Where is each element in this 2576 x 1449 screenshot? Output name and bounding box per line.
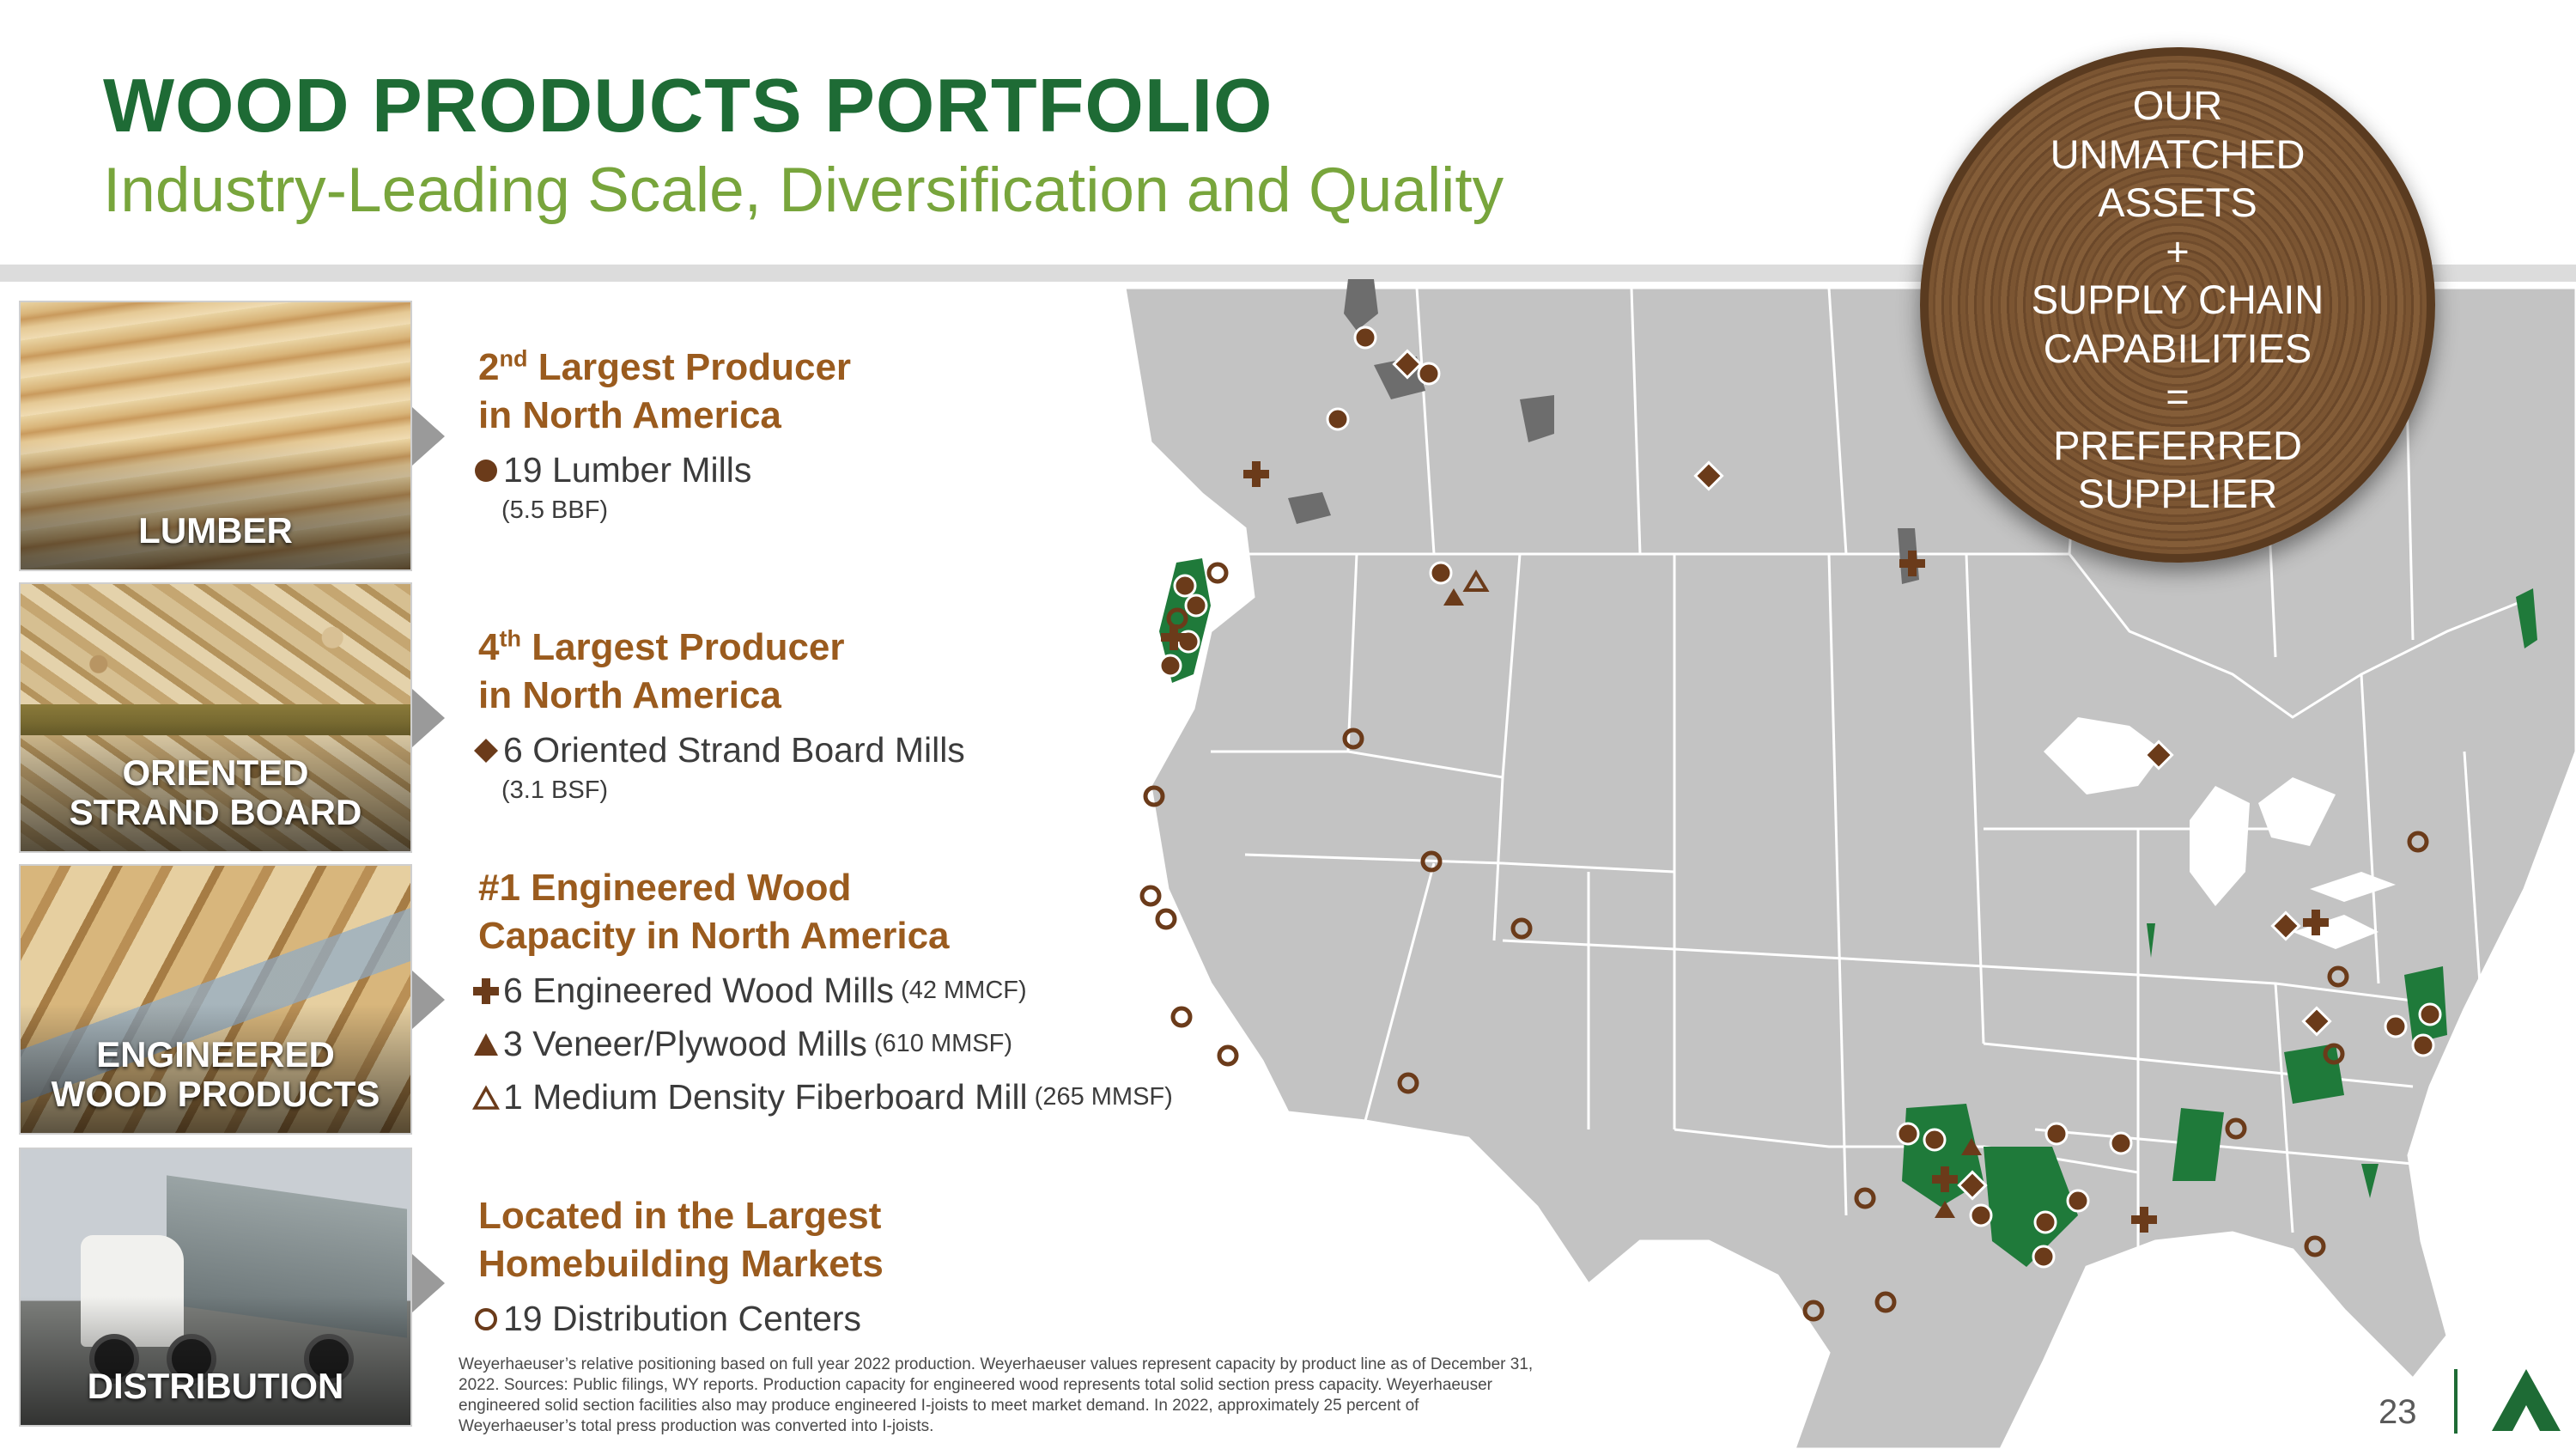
photo-shade <box>21 1296 410 1425</box>
ewp-mills-text: 6 Engineered Wood Mills <box>503 971 895 1010</box>
lumber-rank-suffix: nd <box>499 345 528 372</box>
distribution-photo-label: DISTRIBUTION <box>87 1366 344 1406</box>
page-number: 23 <box>2379 1393 2417 1431</box>
osb-heading: 4th Largest Producer in North America <box>478 624 845 720</box>
distribution-centers-text: 19 Distribution Centers <box>503 1299 862 1338</box>
osb-heading-line2: in North America <box>478 674 781 716</box>
mdf-mill-text: 1 Medium Density Fiberboard Mill <box>503 1077 1028 1117</box>
ewp-mills-capacity: (42 MMCF) <box>901 977 1027 1004</box>
osb-mills-item: 6 Oriented Strand Board Mills <box>471 730 965 770</box>
callout-line: CAPABILITIES <box>2043 325 2312 371</box>
chevron-right-icon <box>412 689 445 747</box>
page-divider <box>2454 1369 2458 1434</box>
ewp-markers <box>1161 461 2329 1233</box>
osb-photo-label-line1: ORIENTED <box>122 752 309 793</box>
mdf-mill-item: 1 Medium Density Fiberboard Mill (265 MM… <box>471 1077 1173 1117</box>
lumber-photo: LUMBER <box>19 301 412 571</box>
open-triangle-icon <box>472 1084 500 1110</box>
distribution-markers <box>1139 562 2429 1322</box>
callout-line: = <box>2166 374 2190 419</box>
osb-photo-label-line2: STRAND BOARD <box>69 792 362 832</box>
veneer-mills-item: 3 Veneer/Plywood Mills (610 MMSF) <box>471 1024 1012 1064</box>
ewp-photo-label: ENGINEERED WOOD PRODUCTS <box>21 1035 410 1114</box>
open-circle-icon <box>475 1307 497 1330</box>
lumber-capacity: (5.5 BBF) <box>501 496 609 524</box>
mill-markers <box>1158 326 2442 1269</box>
lumber-heading: 2nd Largest Producer in North America <box>478 344 851 440</box>
lumber-heading-line2: in North America <box>478 394 781 436</box>
photo-shade <box>21 441 410 569</box>
ewp-heading-line1: #1 Engineered Wood <box>478 867 852 909</box>
ewp-heading: #1 Engineered Wood Capacity in North Ame… <box>478 864 950 960</box>
distribution-truck-photo: DISTRIBUTION <box>19 1148 412 1427</box>
distribution-heading: Located in the Largest Homebuilding Mark… <box>478 1192 884 1288</box>
ewp-photo-label-line2: WOOD PRODUCTS <box>51 1074 380 1114</box>
callout-line: SUPPLY CHAIN <box>2031 277 2324 322</box>
osb-mills-text: 6 Oriented Strand Board Mills <box>503 730 965 770</box>
osb-photo: ORIENTED STRAND BOARD <box>19 582 412 853</box>
osb-rank: 4 <box>478 626 500 668</box>
callout-line: + <box>2166 228 2190 274</box>
photo-shade <box>21 1004 410 1133</box>
callout-line: OUR <box>2132 82 2223 128</box>
callout-text: OUR UNMATCHED ASSETS + SUPPLY CHAIN CAPA… <box>1920 82 2435 519</box>
osb-capacity: (3.1 BSF) <box>501 776 609 804</box>
osb-photo-label: ORIENTED STRAND BOARD <box>21 753 410 832</box>
distribution-centers-item: 19 Distribution Centers <box>471 1299 861 1339</box>
veneer-mills-capacity: (610 MMSF) <box>873 1030 1013 1057</box>
lumber-photo-label: LUMBER <box>138 510 293 551</box>
lumber-heading-text: Largest Producer <box>527 346 852 388</box>
lumber-mills-text: 19 Lumber Mills <box>503 450 752 490</box>
ewp-photo-label-line1: ENGINEERED <box>96 1034 335 1075</box>
footnote: Weyerhaeuser’s relative positioning base… <box>459 1355 1534 1435</box>
callout-line: UNMATCHED <box>2050 131 2306 177</box>
callout-line: PREFERRED <box>2053 422 2302 468</box>
veneer-mills-text: 3 Veneer/Plywood Mills <box>503 1024 867 1063</box>
filled-circle-icon <box>475 459 497 482</box>
chevron-right-icon <box>412 1254 445 1312</box>
diamond-icon <box>474 738 498 763</box>
mdf-mill-capacity: (265 MMSF) <box>1034 1083 1173 1111</box>
distribution-heading-line2: Homebuilding Markets <box>478 1243 884 1285</box>
osb-markers <box>1392 349 2332 1201</box>
osb-rank-suffix: th <box>499 625 521 652</box>
ewp-heading-line2: Capacity in North America <box>478 915 950 957</box>
chevron-right-icon <box>412 971 445 1029</box>
lakes <box>2044 717 2396 949</box>
cross-icon <box>473 977 499 1004</box>
page-subtitle: Industry-Leading Scale, Diversification … <box>103 155 1504 225</box>
callout-line: ASSETS <box>2098 180 2257 225</box>
lumber-rank: 2 <box>478 346 500 388</box>
photo-shade <box>21 722 410 851</box>
engineered-wood-photo: ENGINEERED WOOD PRODUCTS <box>19 864 412 1135</box>
lumber-mills-item: 19 Lumber Mills <box>471 450 751 490</box>
wood-disk-callout <box>1920 47 2435 563</box>
mdf-markers <box>1462 569 1490 592</box>
filled-triangle-icon <box>474 1032 498 1056</box>
chevron-right-icon <box>412 407 445 466</box>
page-title: WOOD PRODUCTS PORTFOLIO <box>103 63 1273 148</box>
ewp-mills-item: 6 Engineered Wood Mills (42 MMCF) <box>471 971 1027 1011</box>
north-america-map <box>1123 279 2576 1449</box>
distribution-heading-line1: Located in the Largest <box>478 1195 882 1237</box>
weyerhaeuser-logo-icon <box>2492 1369 2561 1431</box>
veneer-markers <box>1443 588 1982 1218</box>
osb-heading-text: Largest Producer <box>520 626 845 668</box>
callout-line: SUPPLIER <box>2077 471 2278 516</box>
